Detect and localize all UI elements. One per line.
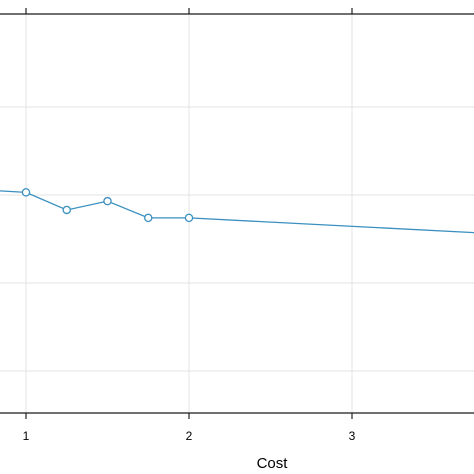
data-point-6 — [184, 213, 194, 223]
x-axis-title: Cost — [257, 455, 289, 472]
series-line-1 — [0, 190, 474, 234]
data-point-4 — [103, 196, 112, 206]
data-point-3 — [62, 205, 72, 215]
plot-frame — [0, 13, 474, 414]
series-layer — [0, 188, 474, 234]
x-tick-label-2: 2 — [186, 429, 193, 443]
axis-ticks: 1 2 3 — [23, 8, 356, 443]
grid — [0, 14, 474, 413]
x-tick-label-1: 1 — [23, 429, 30, 443]
data-point-5 — [143, 213, 153, 223]
x-tick-label-3: 3 — [349, 429, 356, 443]
data-point-2 — [21, 188, 31, 197]
